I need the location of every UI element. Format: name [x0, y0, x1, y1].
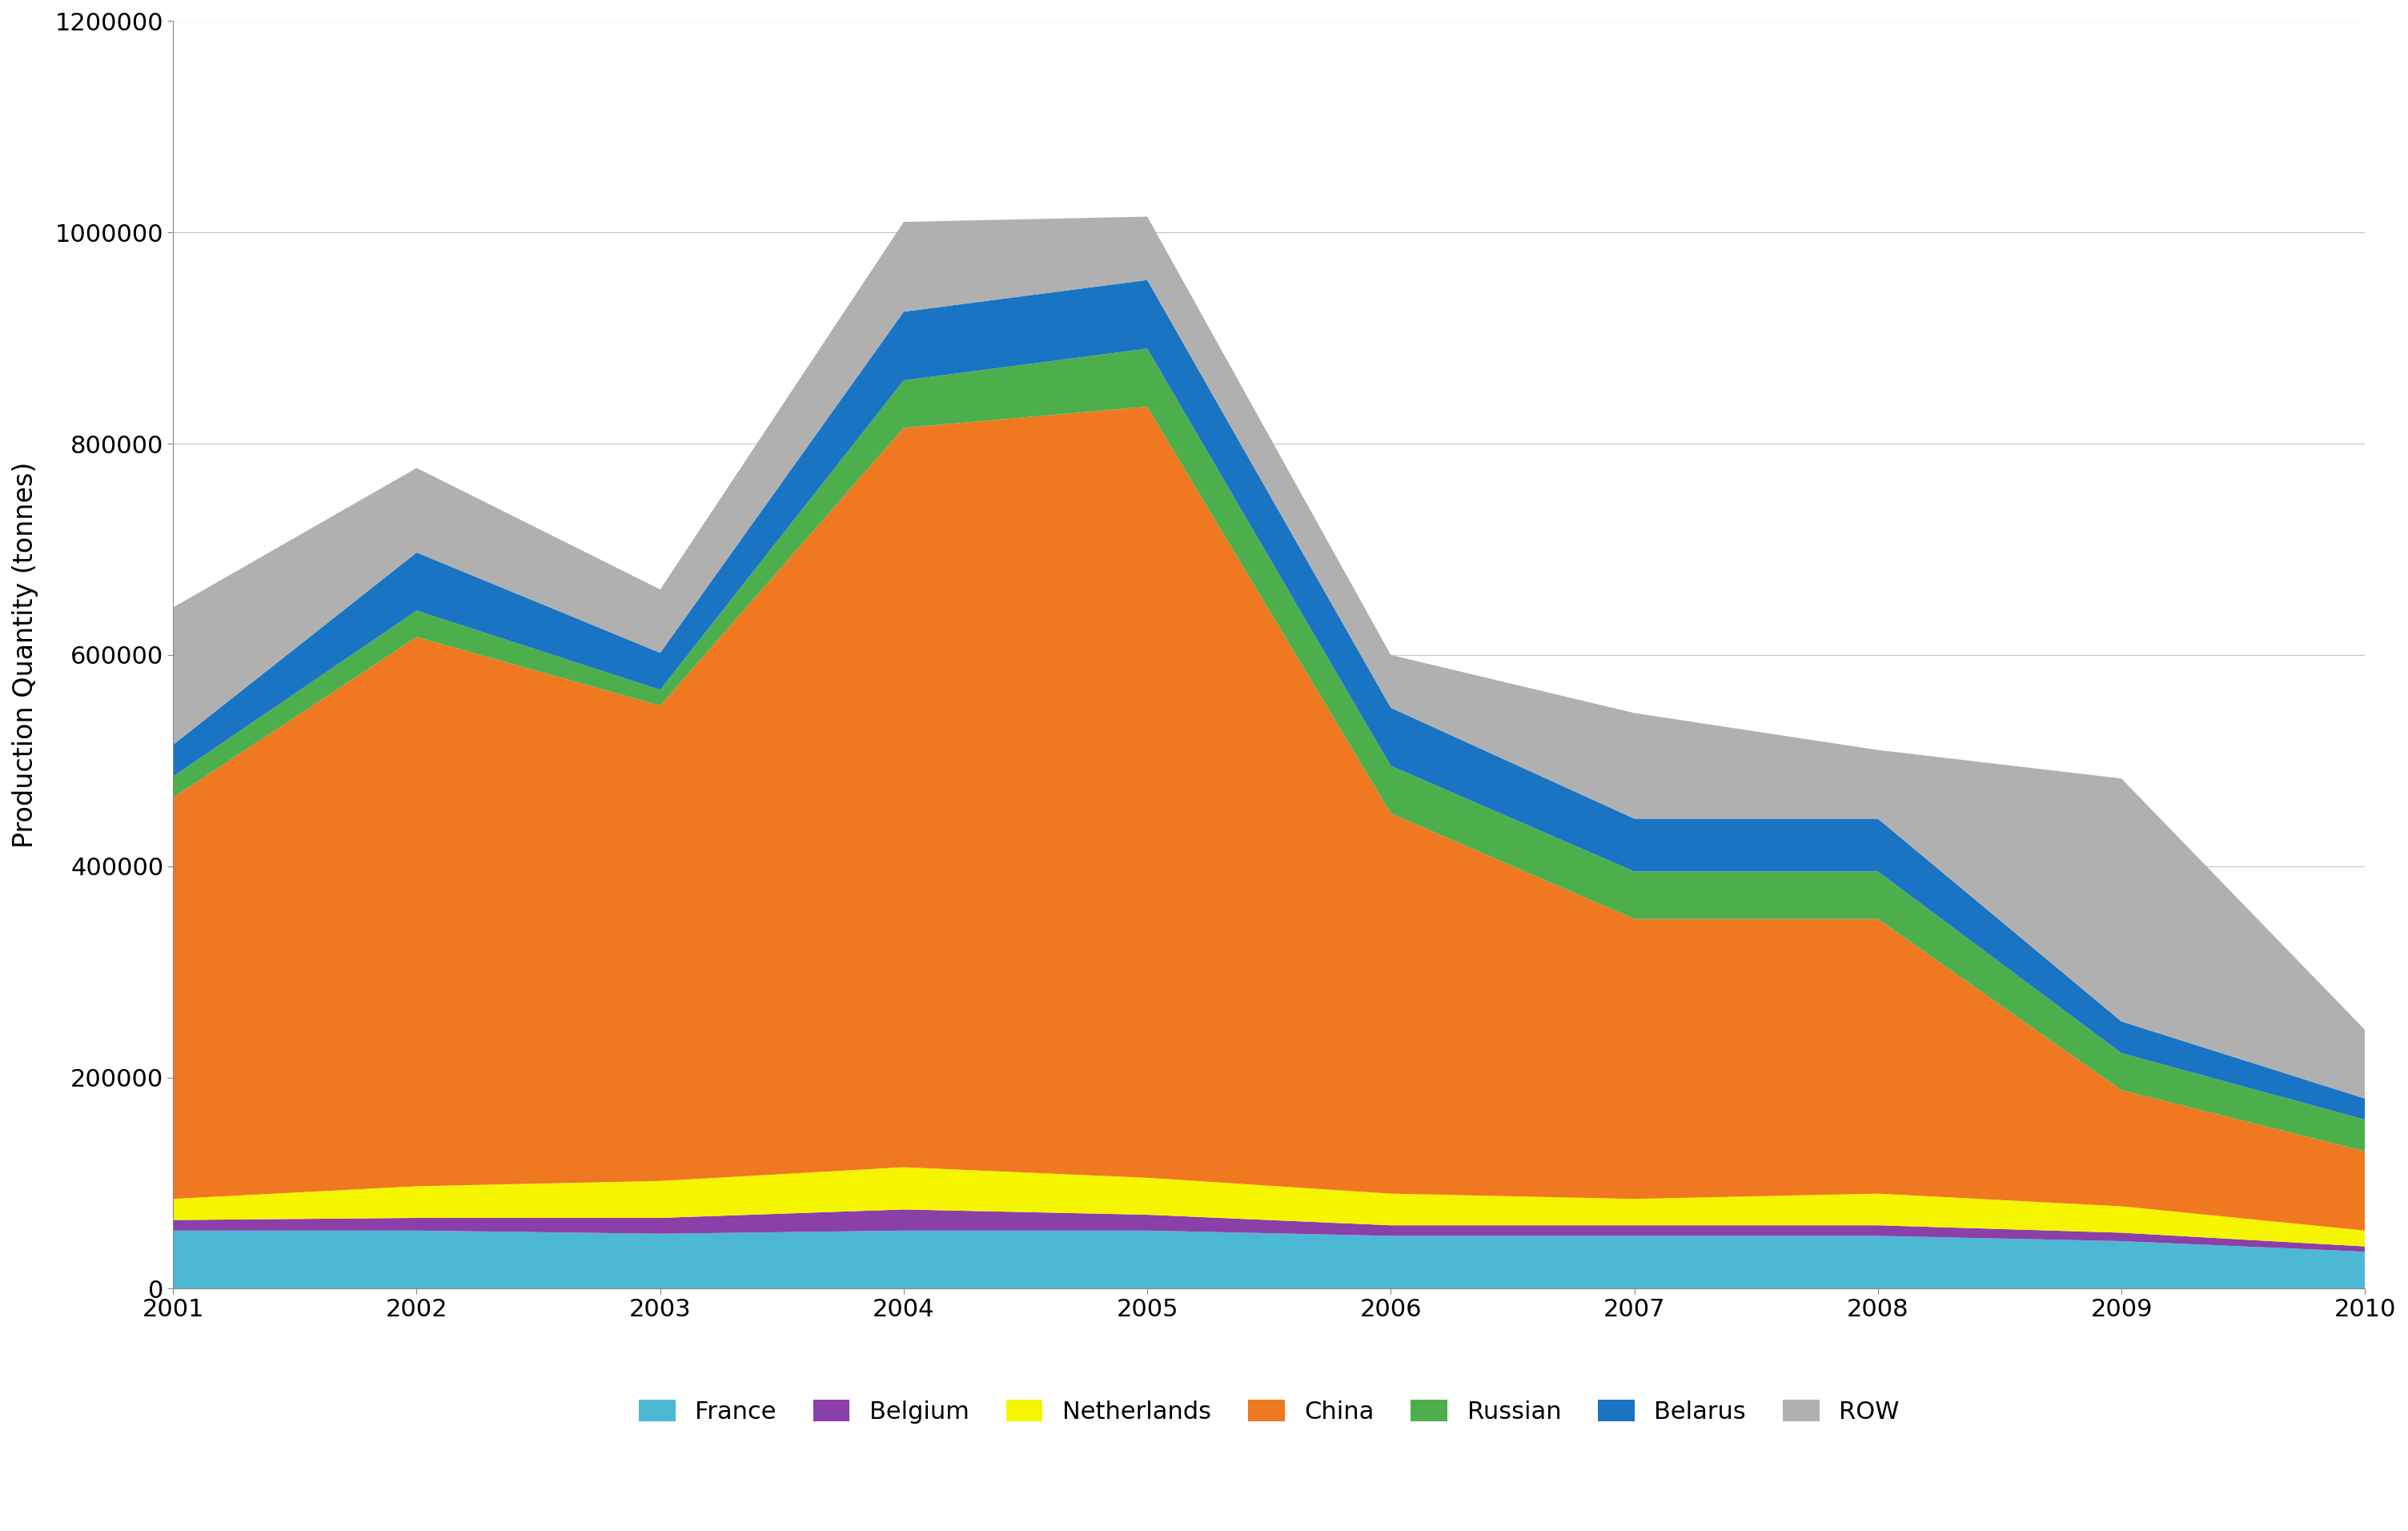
Y-axis label: Production Quantity (tonnes): Production Quantity (tonnes)	[12, 462, 39, 848]
Legend: France, Belgium, Netherlands, China, Russian, Belarus, ROW: France, Belgium, Netherlands, China, Rus…	[628, 1390, 1910, 1433]
